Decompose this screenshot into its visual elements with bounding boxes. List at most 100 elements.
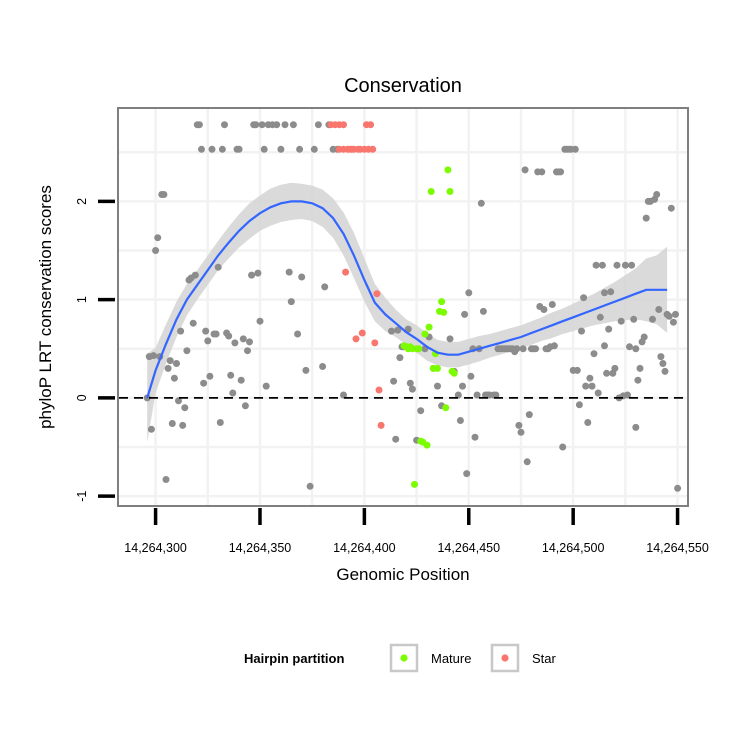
point-other — [661, 367, 669, 375]
point-star — [375, 386, 383, 394]
point-other — [160, 191, 168, 198]
point-star — [342, 268, 350, 276]
point-other — [456, 417, 464, 424]
point-other — [653, 191, 661, 198]
legend-mature-marker — [400, 654, 408, 662]
point-other — [601, 289, 608, 297]
point-other — [254, 269, 262, 277]
point-other — [636, 364, 644, 372]
point-other — [582, 382, 590, 390]
point-other — [150, 352, 157, 360]
point-other — [310, 145, 318, 153]
point-other — [669, 318, 677, 326]
point-other — [227, 371, 235, 379]
point-other — [319, 363, 327, 370]
point-star — [367, 121, 375, 129]
point-other — [596, 313, 604, 321]
point-other — [571, 145, 579, 153]
point-other — [302, 366, 310, 374]
point-other — [434, 382, 441, 390]
point-other — [607, 288, 615, 296]
point-other — [306, 482, 314, 490]
point-other — [287, 298, 295, 306]
point-other — [183, 347, 191, 355]
point-other — [624, 391, 631, 399]
point-other — [189, 319, 197, 327]
y-tick-label: 1 — [75, 296, 89, 303]
point-star — [340, 121, 347, 129]
point-other — [162, 476, 170, 483]
point-other — [208, 145, 216, 153]
point-other — [611, 364, 619, 372]
point-other — [446, 335, 454, 343]
point-other — [314, 121, 322, 129]
point-other — [586, 374, 594, 382]
point-other — [298, 273, 306, 281]
point-other — [479, 307, 487, 315]
point-other — [281, 121, 289, 129]
point-other — [392, 435, 400, 443]
point-other — [523, 458, 531, 466]
point-other — [465, 289, 473, 297]
point-other — [538, 168, 546, 176]
point-other — [557, 168, 565, 176]
point-other — [659, 360, 667, 367]
point-other — [394, 326, 402, 334]
legend-label-mature: Mature — [431, 651, 471, 666]
point-other — [406, 379, 414, 387]
point-other — [559, 443, 567, 451]
point-other — [241, 402, 249, 410]
point-other — [258, 121, 266, 129]
point-mature — [427, 188, 435, 195]
point-other — [204, 337, 212, 345]
point-star — [358, 329, 366, 337]
y-tick-label: 2 — [75, 198, 89, 205]
point-other — [229, 389, 237, 397]
point-other — [170, 374, 178, 382]
point-other — [634, 376, 642, 384]
point-star — [369, 145, 377, 153]
point-other — [173, 360, 180, 367]
point-other — [181, 404, 189, 412]
point-other — [594, 389, 602, 397]
point-other — [246, 338, 253, 346]
point-other — [477, 199, 485, 207]
grid-lines — [119, 109, 687, 505]
point-other — [492, 391, 500, 399]
point-star — [373, 290, 381, 298]
point-other — [575, 401, 583, 409]
point-other — [592, 261, 600, 269]
legend-star-marker — [501, 654, 509, 662]
legend-title: Hairpin partition — [244, 651, 344, 666]
legend-key-mature — [389, 643, 419, 673]
y-tick-label: -1 — [75, 491, 89, 502]
point-other — [321, 283, 329, 291]
point-other — [626, 343, 633, 351]
point-other — [198, 145, 205, 153]
point-other — [672, 310, 679, 318]
point-mature — [446, 188, 454, 195]
point-other — [206, 372, 214, 380]
point-other — [262, 382, 270, 390]
point-other — [239, 335, 247, 343]
point-other — [665, 312, 673, 320]
point-other — [235, 145, 243, 153]
point-other — [396, 354, 404, 362]
point-other — [617, 317, 625, 325]
point-other — [459, 382, 466, 390]
point-other — [517, 428, 525, 436]
point-other — [285, 268, 293, 276]
point-star — [377, 421, 385, 429]
point-mature — [444, 166, 452, 174]
point-other — [152, 247, 160, 254]
point-mature — [450, 369, 458, 377]
confidence-band-layer — [147, 182, 668, 443]
point-other — [175, 397, 182, 405]
x-axis-label: Genomic Position — [336, 565, 469, 584]
point-other — [467, 372, 475, 380]
point-other — [580, 294, 588, 302]
y-axis-label: phyloP LRT conservation scores — [36, 185, 55, 429]
point-other — [417, 407, 425, 415]
point-other — [598, 261, 606, 269]
